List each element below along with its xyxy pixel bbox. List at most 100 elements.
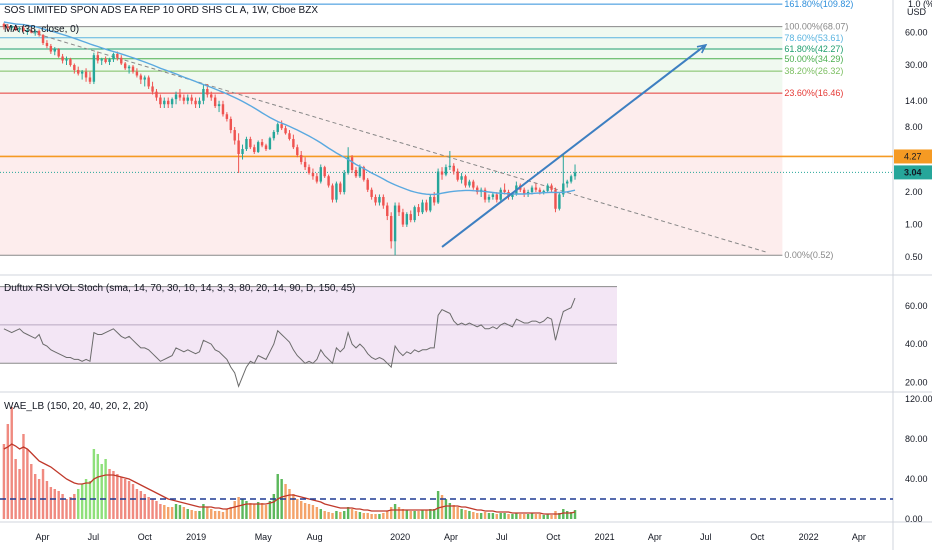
candle[interactable] (366, 177, 369, 193)
candle[interactable] (73, 63, 76, 74)
wae-bar[interactable] (159, 504, 162, 519)
candle[interactable] (100, 57, 103, 66)
candle[interactable] (562, 154, 565, 197)
candle[interactable] (155, 88, 158, 101)
wae-bar[interactable] (299, 501, 303, 519)
candle[interactable] (174, 91, 178, 105)
candle[interactable] (354, 167, 358, 178)
wae-bar[interactable] (96, 454, 100, 519)
scale-mode-label[interactable]: 1.0 (%) (908, 0, 932, 9)
candle[interactable] (159, 94, 162, 108)
candle[interactable] (53, 47, 56, 56)
candle[interactable] (409, 210, 412, 223)
candle[interactable] (280, 120, 283, 131)
wae-bar[interactable] (186, 509, 189, 519)
candle[interactable] (264, 143, 268, 151)
wae-bar[interactable] (135, 489, 139, 519)
candle[interactable] (421, 199, 424, 215)
wae-bar[interactable] (425, 510, 428, 519)
candle[interactable] (178, 88, 182, 101)
wae-bar[interactable] (436, 491, 440, 519)
wae-bar[interactable] (464, 510, 467, 519)
wae-bar[interactable] (166, 507, 170, 519)
candle[interactable] (565, 179, 569, 188)
wae-bar[interactable] (237, 497, 240, 519)
candle[interactable] (45, 40, 49, 49)
wae-bar[interactable] (61, 494, 64, 519)
wae-bar[interactable] (272, 494, 276, 519)
candle[interactable] (147, 75, 150, 89)
candle[interactable] (444, 164, 448, 177)
wae-bar[interactable] (343, 511, 346, 519)
candle[interactable] (96, 51, 100, 64)
candle[interactable] (339, 181, 342, 195)
wae-bar[interactable] (409, 511, 412, 519)
candle[interactable] (249, 136, 252, 150)
wae-bar[interactable] (382, 513, 385, 519)
candle[interactable] (30, 28, 33, 34)
wae-bar[interactable] (245, 501, 248, 519)
wae-bar[interactable] (456, 507, 459, 519)
wae-bar[interactable] (213, 511, 217, 519)
wae-bar[interactable] (174, 504, 178, 519)
candle[interactable] (487, 194, 491, 203)
candle[interactable] (143, 75, 146, 87)
wae-bar[interactable] (2, 444, 6, 519)
candle[interactable] (499, 187, 502, 202)
wae-bar[interactable] (448, 503, 452, 519)
wae-bar[interactable] (378, 514, 381, 519)
candle[interactable] (120, 55, 123, 66)
wae-bar[interactable] (26, 449, 29, 519)
candle[interactable] (84, 68, 88, 82)
candle[interactable] (225, 112, 229, 122)
wae-bar[interactable] (30, 464, 33, 519)
wae-bar[interactable] (550, 515, 553, 519)
candle[interactable] (88, 71, 92, 85)
wae-bar[interactable] (41, 469, 45, 519)
candle[interactable] (253, 144, 256, 155)
wae-bar[interactable] (229, 507, 233, 519)
candle[interactable] (476, 185, 479, 195)
wae-bar[interactable] (530, 513, 534, 519)
candle[interactable] (57, 48, 60, 58)
candle[interactable] (417, 203, 420, 216)
wae-bar[interactable] (303, 503, 307, 519)
candle[interactable] (213, 94, 217, 108)
wae-bar[interactable] (178, 505, 182, 519)
wae-bar[interactable] (405, 510, 409, 519)
arrow-line[interactable] (441, 44, 707, 248)
wae-bar[interactable] (452, 505, 455, 519)
candle[interactable] (569, 174, 573, 184)
wae-bar[interactable] (429, 509, 432, 519)
candle[interactable] (135, 68, 139, 78)
candle[interactable] (217, 100, 221, 113)
wae-bar[interactable] (190, 510, 193, 519)
candle[interactable] (127, 65, 131, 74)
candle[interactable] (370, 187, 373, 200)
candle[interactable] (397, 202, 401, 216)
wae-bar[interactable] (331, 513, 334, 519)
wae-bar[interactable] (45, 481, 49, 519)
wae-pane[interactable] (0, 407, 893, 519)
candle[interactable] (343, 169, 346, 195)
candle[interactable] (112, 52, 115, 62)
candle[interactable] (393, 202, 397, 256)
candle[interactable] (10, 25, 13, 31)
wae-bar[interactable] (335, 511, 338, 519)
candle[interactable] (108, 57, 111, 66)
wae-bar[interactable] (37, 479, 41, 519)
wae-bar[interactable] (108, 469, 111, 519)
candle[interactable] (92, 52, 96, 85)
candle[interactable] (483, 187, 487, 203)
candle[interactable] (33, 29, 37, 36)
candle[interactable] (123, 61, 127, 70)
wae-bar[interactable] (522, 514, 526, 519)
wae-bar[interactable] (417, 511, 420, 519)
candle[interactable] (429, 194, 432, 213)
candle[interactable] (61, 53, 64, 64)
wae-bar[interactable] (339, 512, 342, 519)
candle[interactable] (229, 116, 233, 134)
wae-bar[interactable] (483, 512, 487, 519)
